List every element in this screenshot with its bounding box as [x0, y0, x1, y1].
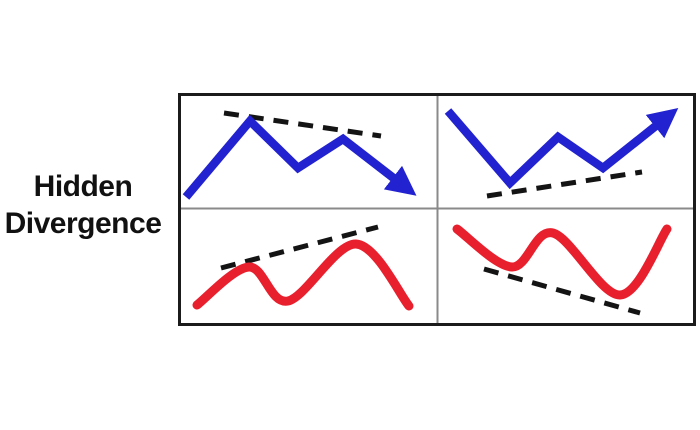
figure-title-line2: Divergence	[4, 207, 162, 240]
trendline-dashed	[220, 224, 379, 271]
panel-price-higher-lows	[444, 108, 679, 199]
panel-indicator-higher-highs	[192, 224, 414, 311]
panel-price-lower-highs	[182, 110, 417, 200]
panel-indicator-lower-lows	[452, 224, 672, 316]
panels	[182, 108, 679, 316]
price-line-price-higher-lows	[444, 108, 679, 190]
grid-frame	[178, 93, 696, 326]
figure-title-line1: Hidden	[33, 170, 133, 203]
trendline-dashed	[486, 169, 643, 199]
trendline-dashed	[483, 266, 641, 316]
price-line-price-lower-highs	[182, 114, 417, 200]
indicator-line-indicator-lower-lows	[452, 224, 672, 300]
indicator-line-indicator-higher-highs	[192, 239, 414, 311]
figure-title: Hidden Divergence	[0, 168, 166, 242]
outer-border	[178, 93, 696, 326]
